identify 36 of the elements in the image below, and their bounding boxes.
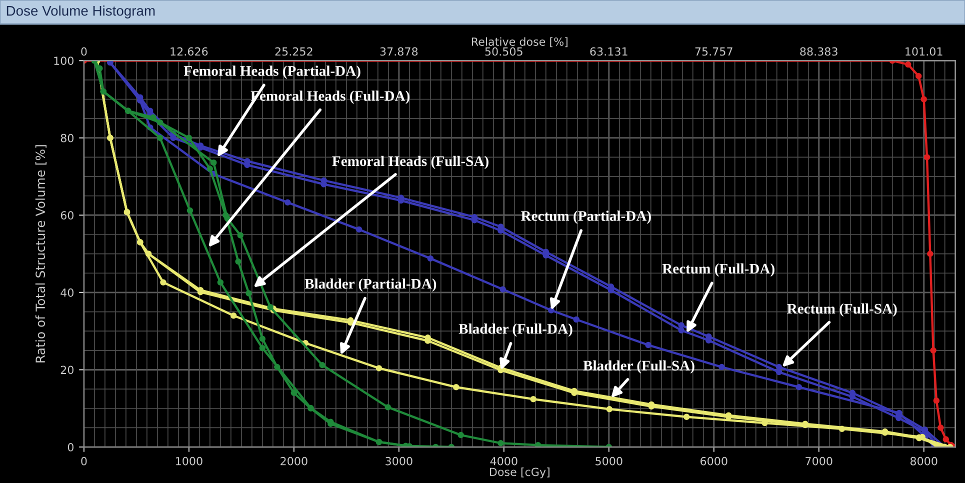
annotation: Bladder (Partial-DA) [304,278,436,292]
x-tick-label: 0 [81,456,87,466]
x-tick-label: 7000 [806,456,832,466]
x2-tick-label: 0 [81,47,87,56]
x-tick-label: 1000 [176,456,202,466]
x-tick-label: 2000 [280,456,308,466]
x-tick-label: 8000 [910,456,938,466]
x-axis-title: Dose [cGy] [490,467,550,478]
x2-tick-label: 25.252 [275,47,312,56]
x-tick-label: 5000 [596,456,622,466]
x2-axis-title: Relative dose [%] [472,37,568,48]
annotation: Rectum (Partial-DA) [521,210,651,224]
x-tick-label: 3000 [386,456,412,466]
y-tick-label: 60 [60,211,74,220]
x-tick-label: 6000 [700,456,728,466]
x2-tick-label: 63.131 [590,47,628,56]
y-tick-label: 80 [60,134,74,142]
y-tick-label: 40 [60,288,74,297]
y-tick-label: 20 [60,366,74,374]
annotation: Femoral Heads (Full-SA) [332,156,488,170]
annotation: Rectum (Full-DA) [662,263,774,277]
annotation: Rectum (Full-SA) [787,303,897,317]
chart-title: Dose Volume Histogram [6,6,155,18]
y-tick-label: 0 [68,442,74,452]
y-tick-label: 100 [54,56,74,65]
annotation: Femoral Heads (Partial-DA) [184,66,360,79]
x2-tick-label: 50.505 [485,47,522,56]
y-axis-title: Ratio of Total Structure Volume [%] [35,145,47,362]
annotation: Bladder (Full-DA) [458,324,572,337]
x2-tick-label: 75.757 [695,47,732,56]
x2-tick-label: 37.878 [380,47,418,56]
x2-tick-label: 88.383 [800,47,838,56]
x2-tick-label: 12.626 [170,47,208,56]
x2-tick-label: 101.01 [906,47,942,56]
annotation: Bladder (Full-SA) [583,360,694,374]
x-tick-label: 4000 [490,456,518,466]
